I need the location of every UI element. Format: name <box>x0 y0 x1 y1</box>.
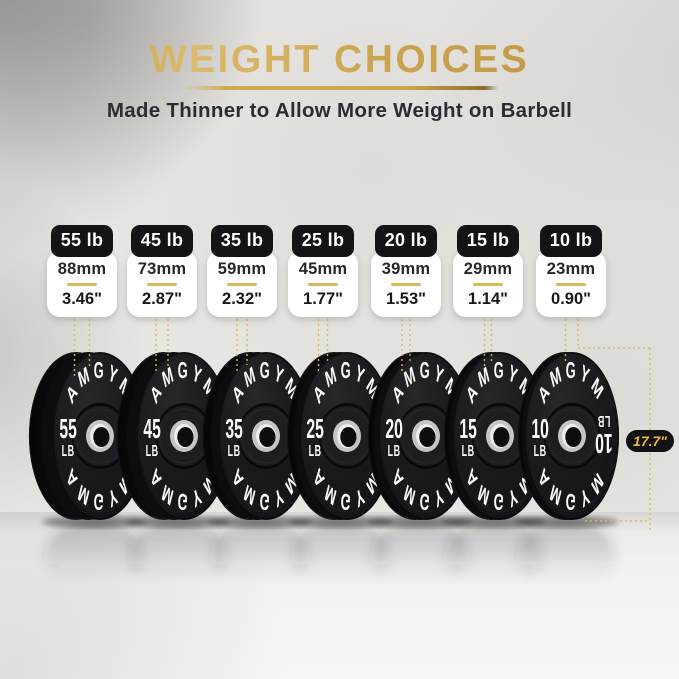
thickness-mm: 59mm <box>217 260 267 278</box>
thickness-inches: 3.46" <box>62 289 102 308</box>
thickness-mm: 45mm <box>298 260 348 278</box>
header: WEIGHT CHOICES Made Thinner to Allow Mor… <box>0 40 679 123</box>
thickness-box: 29mm 1.14" <box>453 251 523 317</box>
thickness-inches: 1.77" <box>303 289 343 308</box>
center-hole <box>493 427 510 447</box>
plate-weight-unit: LB <box>146 441 159 460</box>
weight-badge: 55 lb <box>51 225 113 257</box>
gold-divider <box>227 283 257 286</box>
plate-weight-unit: LB <box>534 441 547 460</box>
title-underline <box>181 86 498 90</box>
spec-column-20lb: 20 lb 39mm 1.53" <box>371 225 441 317</box>
gold-divider <box>67 283 97 286</box>
weight-badge: 15 lb <box>457 225 519 257</box>
spec-column-15lb: 15 lb 29mm 1.14" <box>453 225 523 317</box>
plate-weight-number: 15 <box>459 412 476 444</box>
thickness-box: 73mm 2.87" <box>127 251 197 317</box>
weight-badge: 10 lb <box>540 225 602 257</box>
center-hole <box>177 427 194 447</box>
thickness-box: 23mm 0.90" <box>536 251 606 317</box>
bumper-plate-20lb: AMGYM AMGYM 20 LB 20 LB <box>367 352 474 520</box>
bumper-plate-45lb: AMGYM AMGYM 45 LB 45 LB <box>116 352 232 520</box>
thickness-box: 45mm 1.77" <box>288 251 358 317</box>
bumper-plate-15lb: AMGYM AMGYM 15 LB 15 LB <box>444 352 548 520</box>
thickness-mm: 88mm <box>57 260 107 278</box>
subtitle: Made Thinner to Allow More Weight on Bar… <box>106 98 573 122</box>
thickness-inches: 1.14" <box>468 289 508 308</box>
plate-weight-unit: LB <box>388 441 401 460</box>
plate-reflections <box>42 516 618 592</box>
spec-column-10lb: 10 lb 23mm 0.90" <box>536 225 606 317</box>
page-title: WEIGHT CHOICES <box>0 40 679 79</box>
center-hole <box>565 427 582 447</box>
plate-weight-number: 45 <box>143 412 160 444</box>
bumper-plate-10lb: AMGYM AMGYM 10 LB 10 LB <box>517 352 620 520</box>
center-hole <box>419 427 436 447</box>
diameter-label-pill <box>626 430 674 452</box>
thickness-mm: 73mm <box>137 260 187 278</box>
gold-divider <box>556 283 586 286</box>
thickness-inches: 0.90" <box>551 289 591 308</box>
plate-weight-number: 10 <box>531 412 548 444</box>
thickness-mm: 29mm <box>463 260 513 278</box>
thickness-box: 59mm 2.32" <box>207 251 277 317</box>
spec-column-25lb: 25 lb 45mm 1.77" <box>288 225 358 317</box>
diameter-bracket: 17.7" <box>578 347 674 530</box>
plate-weight-unit: LB <box>462 441 475 460</box>
diameter-label: 17.7" <box>633 433 667 449</box>
plate-weight-number: 55 <box>59 412 76 444</box>
center-hole <box>340 427 357 447</box>
thickness-inches: 2.87" <box>142 289 182 308</box>
thickness-mm: 39mm <box>381 260 431 278</box>
thickness-mm: 23mm <box>546 260 596 278</box>
weight-badge: 35 lb <box>211 225 273 257</box>
center-hole <box>93 427 110 447</box>
gold-divider <box>147 283 177 286</box>
spec-column-55lb: 55 lb 88mm 3.46" <box>47 225 117 317</box>
plate-weight-number: 25 <box>306 412 323 444</box>
plate-weight-unit-mirror: LB <box>597 412 610 431</box>
spec-column-35lb: 35 lb 59mm 2.32" <box>207 225 277 317</box>
spec-column-45lb: 45 lb 73mm 2.87" <box>127 225 197 317</box>
gold-divider <box>391 283 421 286</box>
thickness-box: 39mm 1.53" <box>371 251 441 317</box>
plate-weight-unit: LB <box>228 441 241 460</box>
plate-weight-number-mirror: 10 <box>595 428 612 460</box>
thickness-inches: 2.32" <box>222 289 262 308</box>
weight-badge: 20 lb <box>375 225 437 257</box>
weight-badge: 25 lb <box>292 225 354 257</box>
bumper-plate-25lb: AMGYM AMGYM 25 LB 25 LB <box>287 352 395 520</box>
gold-divider <box>473 283 503 286</box>
weight-badge: 45 lb <box>131 225 193 257</box>
plate-weight-number: 20 <box>385 412 402 444</box>
plate-weight-number: 35 <box>225 412 242 444</box>
center-hole <box>259 427 276 447</box>
plate-weight-unit: LB <box>62 441 75 460</box>
gold-divider <box>308 283 338 286</box>
thickness-box: 88mm 3.46" <box>47 251 117 317</box>
plate-weight-unit: LB <box>309 441 322 460</box>
thickness-inches: 1.53" <box>386 289 426 308</box>
